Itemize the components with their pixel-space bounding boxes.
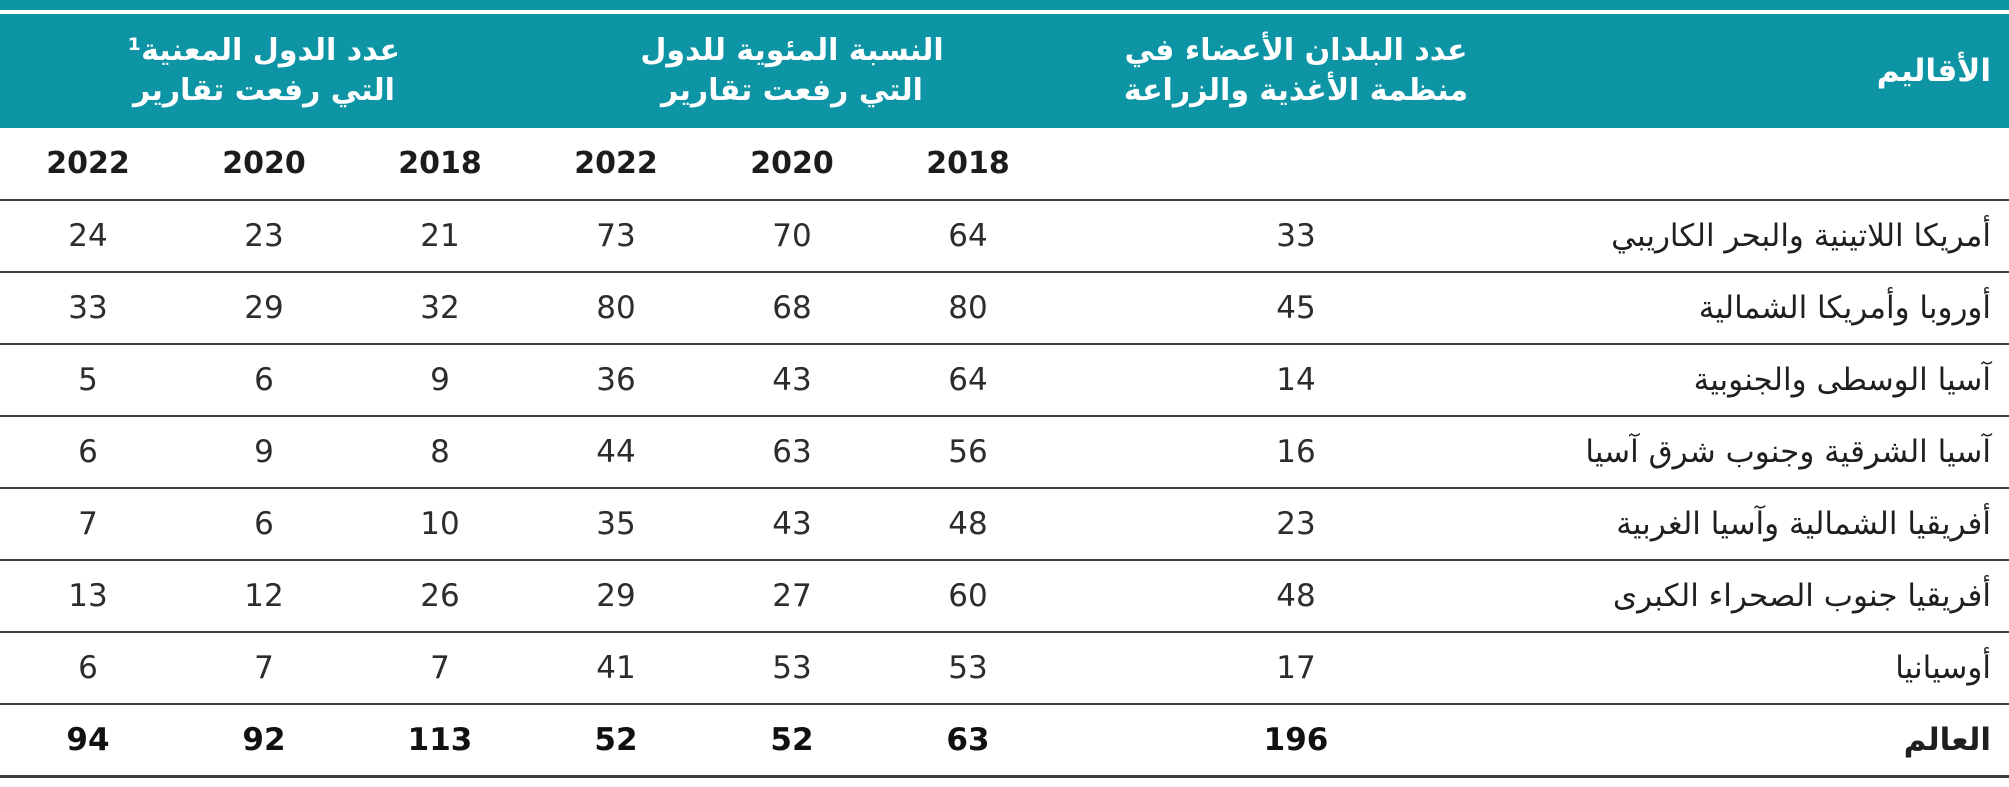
num-reporting-label-line2: التي رفعت تقارير xyxy=(132,73,395,108)
table-body: أمريكا اللاتينية والبحر الكاريبي 33 64 7… xyxy=(0,200,2009,776)
rep-2018-cell: 21 xyxy=(420,218,460,254)
region-cell: آسيا الوسطى والجنوبية xyxy=(1693,362,1991,398)
table-row: أفريقيا الشمالية وآسيا الغربية 23 48 43 … xyxy=(0,488,2009,560)
fao-members-cell: 16 xyxy=(1276,434,1316,470)
rep-2020-cell: 9 xyxy=(254,434,274,470)
year-header-cell: 2018 xyxy=(926,146,1010,181)
table-row: آسيا الوسطى والجنوبية 14 64 43 36 9 6 5 xyxy=(0,344,2009,416)
region-cell: أفريقيا جنوب الصحراء الكبرى xyxy=(1612,578,1991,614)
rep-2022-cell: 5 xyxy=(78,362,98,398)
pct-2018-cell: 48 xyxy=(948,506,988,542)
fao-members-label-line2: منظمة الأغذية والزراعة xyxy=(1123,73,1469,108)
group-header-row: الأقاليم عدد البلدان الأعضاء في منظمة ال… xyxy=(0,14,2009,128)
region-cell: أوروبا وأمريكا الشمالية xyxy=(1698,290,1991,326)
pct-2022-cell: 35 xyxy=(596,506,636,542)
pct-2022-cell: 44 xyxy=(596,434,636,470)
rep-2022-cell: 94 xyxy=(66,721,110,758)
pct-2018-cell: 53 xyxy=(948,650,988,686)
rep-2020-cell: 29 xyxy=(244,290,284,326)
rep-2018-cell: 9 xyxy=(430,362,450,398)
rep-2020-cell: 92 xyxy=(242,721,286,758)
teal-top-strip xyxy=(0,0,2009,10)
rep-2018-cell: 113 xyxy=(407,721,473,758)
pct-reporting-label-line1: النسبة المئوية للدول xyxy=(640,33,944,68)
rep-2020-cell: 6 xyxy=(254,362,274,398)
rep-2022-cell: 33 xyxy=(68,290,108,326)
num-reporting-label-line1: عدد الدول المعنية¹ xyxy=(127,33,401,68)
fao-members-cell: 14 xyxy=(1276,362,1316,398)
rep-2020-cell: 6 xyxy=(254,506,274,542)
pct-2020-cell: 52 xyxy=(770,721,814,758)
empty-cell xyxy=(1536,128,2009,200)
table-row: أوروبا وأمريكا الشمالية 45 80 68 80 32 2… xyxy=(0,272,2009,344)
rep-2020-cell: 23 xyxy=(244,218,284,254)
pct-2018-cell: 60 xyxy=(948,578,988,614)
pct-2020-cell: 68 xyxy=(772,290,812,326)
pct-2018-cell: 64 xyxy=(948,362,988,398)
pct-reporting-group-header: النسبة المئوية للدول التي رفعت تقارير xyxy=(528,14,1056,128)
fao-reporting-table: الأقاليم عدد البلدان الأعضاء في منظمة ال… xyxy=(0,14,2009,778)
pct-2022-cell: 73 xyxy=(596,218,636,254)
region-cell: آسيا الشرقية وجنوب شرق آسيا xyxy=(1585,434,1991,470)
region-cell: أوسيانيا xyxy=(1895,650,1991,686)
pct-2018-cell: 64 xyxy=(948,218,988,254)
rep-2020-cell: 7 xyxy=(254,650,274,686)
fao-members-cell: 48 xyxy=(1276,578,1316,614)
pct-2022-cell: 41 xyxy=(596,650,636,686)
rep-2018-cell: 32 xyxy=(420,290,460,326)
pct-2022-cell: 52 xyxy=(594,721,638,758)
rep-2022-cell: 24 xyxy=(68,218,108,254)
rep-2018-cell: 10 xyxy=(420,506,460,542)
fao-members-cell: 17 xyxy=(1276,650,1316,686)
fao-members-cell: 45 xyxy=(1276,290,1316,326)
header-gap xyxy=(0,10,2009,14)
rep-2022-cell: 6 xyxy=(78,650,98,686)
table-row: أوسيانيا 17 53 53 41 7 7 6 xyxy=(0,632,2009,704)
pct-2020-cell: 53 xyxy=(772,650,812,686)
fao-members-header: عدد البلدان الأعضاء في منظمة الأغذية وال… xyxy=(1056,14,1536,128)
year-header-cell: 2022 xyxy=(46,146,130,181)
table-header: الأقاليم عدد البلدان الأعضاء في منظمة ال… xyxy=(0,14,2009,200)
num-reporting-group-header: عدد الدول المعنية¹ التي رفعت تقارير xyxy=(0,14,528,128)
pct-2020-cell: 43 xyxy=(772,362,812,398)
rep-2022-cell: 13 xyxy=(68,578,108,614)
rep-2022-cell: 6 xyxy=(78,434,98,470)
pct-2018-cell: 63 xyxy=(946,721,990,758)
table-row: أفريقيا جنوب الصحراء الكبرى 48 60 27 29 … xyxy=(0,560,2009,632)
year-header-cell: 2020 xyxy=(750,146,834,181)
region-cell: العالم xyxy=(1903,721,1991,758)
pct-2018-cell: 56 xyxy=(948,434,988,470)
pct-2022-cell: 29 xyxy=(596,578,636,614)
rep-2020-cell: 12 xyxy=(244,578,284,614)
pct-2022-cell: 36 xyxy=(596,362,636,398)
pct-2020-cell: 27 xyxy=(772,578,812,614)
pct-2020-cell: 70 xyxy=(772,218,812,254)
pct-2020-cell: 43 xyxy=(772,506,812,542)
region-cell: أفريقيا الشمالية وآسيا الغربية xyxy=(1616,506,1991,542)
pct-2018-cell: 80 xyxy=(948,290,988,326)
pct-2022-cell: 80 xyxy=(596,290,636,326)
rep-2022-cell: 7 xyxy=(78,506,98,542)
pct-2020-cell: 63 xyxy=(772,434,812,470)
region-cell: أمريكا اللاتينية والبحر الكاريبي xyxy=(1611,218,1991,254)
pct-reporting-label-line2: التي رفعت تقارير xyxy=(661,73,923,108)
year-header-cell: 2018 xyxy=(398,146,482,181)
rep-2018-cell: 7 xyxy=(430,650,450,686)
fao-members-cell: 196 xyxy=(1263,721,1329,758)
regions-label: الأقاليم xyxy=(1876,53,1991,89)
world-total-row: العالم 196 63 52 52 113 92 94 xyxy=(0,704,2009,776)
fao-members-cell: 33 xyxy=(1276,218,1316,254)
year-header-cell: 2020 xyxy=(222,146,306,181)
table-row: آسيا الشرقية وجنوب شرق آسيا 16 56 63 44 … xyxy=(0,416,2009,488)
year-header-cell: 2022 xyxy=(574,146,658,181)
regions-column-header: الأقاليم xyxy=(1536,14,2009,128)
table-row: أمريكا اللاتينية والبحر الكاريبي 33 64 7… xyxy=(0,200,2009,272)
rep-2018-cell: 26 xyxy=(420,578,460,614)
rep-2018-cell: 8 xyxy=(430,434,450,470)
fao-members-label-line1: عدد البلدان الأعضاء في xyxy=(1124,33,1468,68)
empty-cell xyxy=(1056,128,1536,200)
fao-members-cell: 23 xyxy=(1276,506,1316,542)
year-header-row: 2018 2020 2022 2018 2020 2022 xyxy=(0,128,2009,200)
